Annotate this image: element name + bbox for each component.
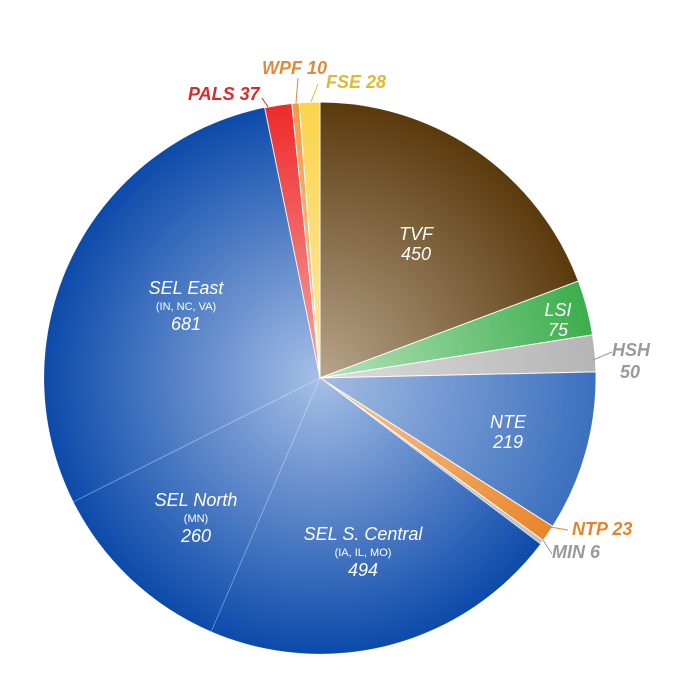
slice-label-nte: NTE 219 <box>490 412 527 452</box>
pie-slice-nte <box>318 371 597 528</box>
slice-label-hsh: HSH 50 <box>612 340 651 382</box>
slice-value-hsh: 50 <box>620 362 640 382</box>
pie-slice-tvf <box>319 101 580 379</box>
slice-value-nte: 219 <box>492 432 523 452</box>
leader-line-wpf <box>295 77 299 104</box>
slice-value-lsi: 75 <box>548 320 569 340</box>
slice-value-sel-east: 681 <box>171 314 201 334</box>
slice-name-wpf: WPF <box>262 58 303 78</box>
slice-value-pals: 37 <box>235 84 261 104</box>
slice-label-wpf: WPF 10 <box>262 58 327 78</box>
slice-name-ntp: NTP <box>572 519 609 539</box>
slice-name-min: MIN <box>552 542 586 562</box>
slice-labels: TVF 450 LSI 75 HSH 50 NTE 219 NTP 23 MIN 6 SEL S. … <box>149 58 651 580</box>
slice-label-min: MIN 6 <box>552 542 601 562</box>
slice-value-ntp: 23 <box>607 519 632 539</box>
slice-label-sel-s-central: SEL S. Central (IA, IL, MO) 494 <box>304 524 424 580</box>
pie-slices <box>43 101 597 655</box>
slice-name-nte: NTE <box>490 412 527 432</box>
slice-name-sel-north: SEL North <box>155 490 238 510</box>
pie-slice-sel-east <box>43 107 321 503</box>
leader-line-pals <box>261 97 269 108</box>
pie-slice-fse <box>298 101 321 379</box>
leader-line-min <box>542 539 553 555</box>
slice-label-lsi: LSI 75 <box>544 300 571 340</box>
slice-label-fse: FSE 28 <box>326 72 386 92</box>
slice-value-min: 6 <box>585 542 601 562</box>
slice-name-pals: PALS <box>188 84 235 104</box>
slice-sub-sel-north: (MN) <box>184 513 208 525</box>
slice-name-sel-s-central: SEL S. Central <box>304 524 424 544</box>
slice-name-lsi: LSI <box>544 300 571 320</box>
slice-name-tvf: TVF <box>399 224 434 244</box>
leader-line-fse <box>310 83 319 103</box>
slice-value-tvf: 450 <box>401 244 431 264</box>
slice-sub-sel-east: (IN, NC, VA) <box>156 301 216 313</box>
slice-name-hsh: HSH <box>612 340 651 360</box>
slice-label-sel-north: SEL North (MN) 260 <box>155 490 238 546</box>
slice-value-sel-s-central: 494 <box>348 560 378 580</box>
slice-label-pals: PALS 37 <box>188 84 261 104</box>
slice-label-tvf: TVF 450 <box>399 224 434 264</box>
leader-line-ntp <box>549 526 569 531</box>
slice-name-fse: FSE <box>326 72 362 92</box>
slice-label-sel-east: SEL East (IN, NC, VA) 681 <box>149 278 225 334</box>
slice-value-wpf: 10 <box>302 58 327 78</box>
slice-sub-sel-s-central: (IA, IL, MO) <box>335 547 392 559</box>
leader-lines <box>261 77 613 555</box>
slice-value-fse: 28 <box>361 72 386 92</box>
slice-name-sel-east: SEL East <box>149 278 225 298</box>
leader-line-hsh <box>592 351 613 361</box>
pie-slice-sel-north <box>72 377 321 633</box>
slice-label-ntp: NTP 23 <box>572 519 632 539</box>
slice-value-sel-north: 260 <box>180 526 211 546</box>
pie-slice-sel-s-central <box>210 377 541 655</box>
